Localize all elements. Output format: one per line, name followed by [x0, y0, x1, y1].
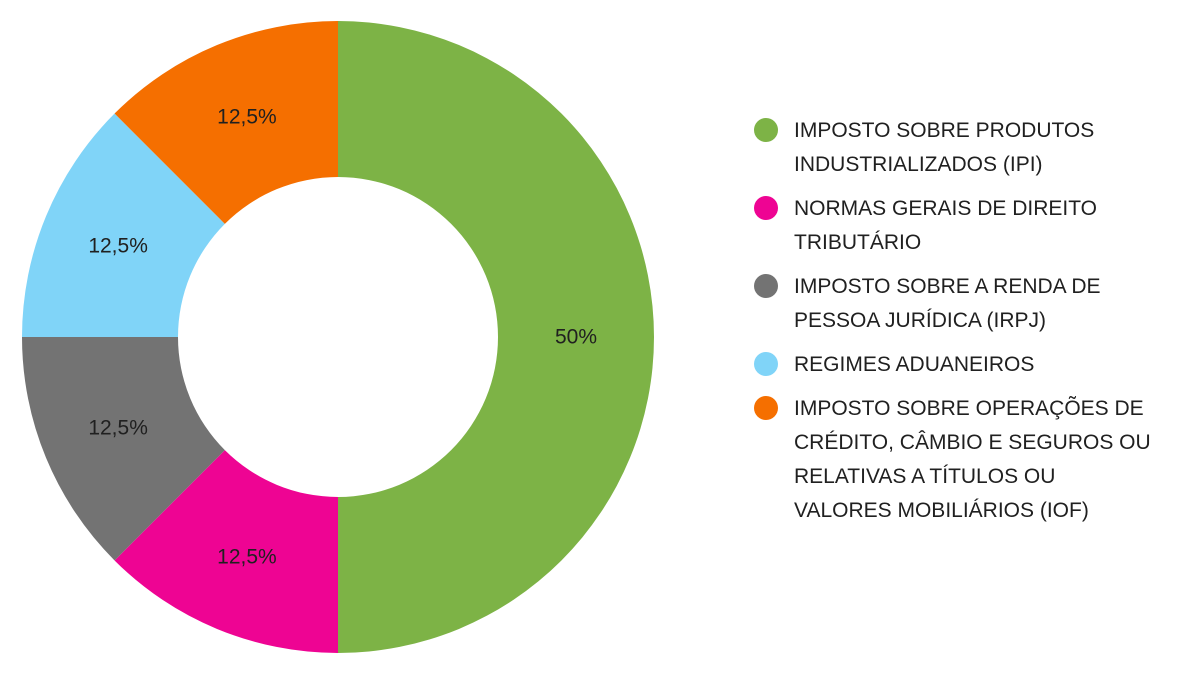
legend-label-5: IMPOSTO SOBRE OPERAÇÕES DE CRÉDITO, CÂMB…	[794, 397, 1151, 522]
donut-slice-4	[22, 113, 225, 337]
donut-plot: 50% 12,5% 12,5% 12,5% 12,5%	[22, 21, 654, 653]
legend-item-4: REGIMES ADUANEIROS	[754, 348, 1174, 382]
slice-value-label-4: 12,5%	[88, 234, 148, 257]
legend-swatch-3	[754, 274, 778, 298]
donut-slice-2	[114, 450, 338, 653]
slice-value-label-1: 50%	[555, 326, 597, 349]
donut-slice-3	[22, 337, 225, 561]
donut-slice-5	[114, 21, 338, 224]
legend-swatch-2	[754, 196, 778, 220]
legend-item-3: IMPOSTO SOBRE A RENDA DE PESSOA JURÍDICA…	[754, 270, 1174, 338]
chart-legend: IMPOSTO SOBRE PRODUTOS INDUSTRIALIZADOS …	[754, 114, 1174, 538]
slice-value-label-5: 12,5%	[217, 106, 277, 129]
legend-label-2: NORMAS GERAIS DE DIREITO TRIBUTÁRIO	[794, 197, 1097, 254]
legend-item-5: IMPOSTO SOBRE OPERAÇÕES DE CRÉDITO, CÂMB…	[754, 392, 1174, 528]
slice-value-label-3: 12,5%	[88, 417, 148, 440]
legend-swatch-4	[754, 352, 778, 376]
legend-item-2: NORMAS GERAIS DE DIREITO TRIBUTÁRIO	[754, 192, 1174, 260]
legend-label-3: IMPOSTO SOBRE A RENDA DE PESSOA JURÍDICA…	[794, 275, 1101, 332]
donut-slice-1	[338, 21, 654, 653]
legend-swatch-1	[754, 118, 778, 142]
legend-swatch-5	[754, 396, 778, 420]
slice-value-label-2: 12,5%	[217, 545, 277, 568]
legend-item-1: IMPOSTO SOBRE PRODUTOS INDUSTRIALIZADOS …	[754, 114, 1174, 182]
legend-label-1: IMPOSTO SOBRE PRODUTOS INDUSTRIALIZADOS …	[794, 119, 1095, 176]
legend-label-4: REGIMES ADUANEIROS	[794, 353, 1035, 376]
